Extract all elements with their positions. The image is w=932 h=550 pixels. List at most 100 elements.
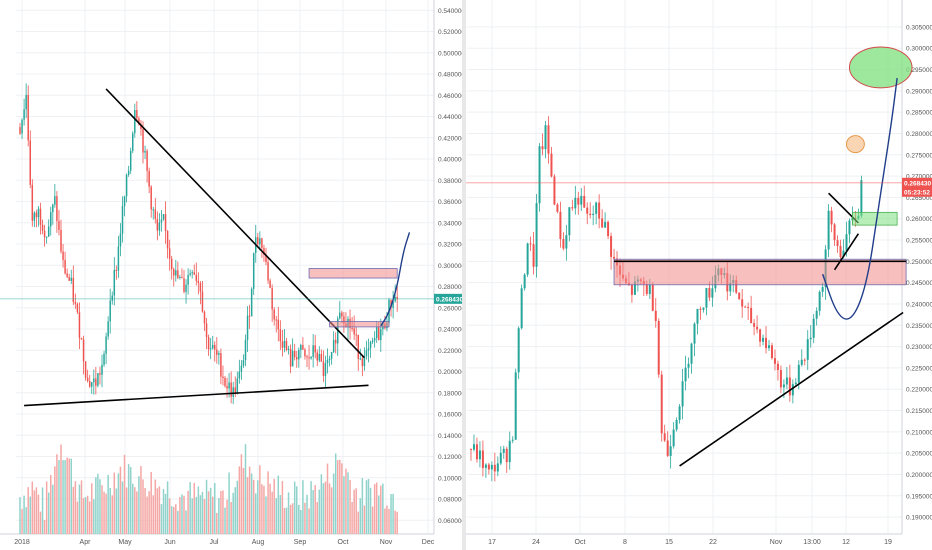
current-price-label: 0.268430 [436, 296, 462, 303]
trendline [24, 384, 369, 407]
y-tick-label: 0.235000 [906, 323, 932, 330]
trendline [833, 233, 860, 271]
candle-body [56, 196, 58, 222]
candle-body [185, 284, 187, 292]
volume-bar [199, 495, 202, 534]
volume-bar [373, 484, 376, 534]
candle-body [365, 350, 368, 357]
x-tick-label: 12 [842, 539, 850, 546]
candle-body [842, 250, 845, 258]
volume-bar [345, 468, 347, 534]
volume-bar [154, 479, 157, 534]
candle-body [113, 269, 116, 296]
volume-bar [355, 488, 357, 534]
candle-body [203, 311, 206, 324]
candle-body [833, 224, 836, 241]
volume-bar [257, 480, 259, 534]
candle-body [66, 273, 68, 277]
candle-body [363, 356, 366, 367]
volume-bar [162, 488, 165, 534]
candle-body [189, 273, 191, 275]
volume-bar [84, 497, 87, 534]
candle-body [390, 299, 392, 308]
volume-bar [185, 510, 187, 534]
candle-body [672, 429, 675, 447]
candle-body [371, 340, 374, 342]
candle-body [78, 312, 81, 338]
volume-bar [152, 495, 154, 534]
candle-body [154, 209, 157, 219]
candle-body [776, 363, 779, 371]
candle-body [571, 207, 574, 209]
x-tick-label: Jul [210, 539, 219, 546]
candle-body [633, 281, 636, 295]
volume-bar [283, 508, 286, 534]
x-tick-label: 13:00 [803, 539, 821, 546]
panel-divider[interactable] [462, 0, 466, 550]
candle-body [127, 170, 130, 175]
volume-bar [314, 485, 316, 534]
candle-body [592, 213, 595, 216]
volume-bar [95, 477, 97, 534]
candle-body [392, 301, 394, 308]
candle-body [821, 287, 824, 292]
candle-body [224, 377, 226, 386]
volume-bar [195, 496, 198, 534]
candle-body [690, 343, 693, 364]
candle-body [770, 345, 773, 359]
target-circle-orange [845, 135, 865, 154]
volume-bar [261, 484, 263, 534]
candle-body [84, 361, 87, 378]
y-tick-label: 0.200000 [906, 472, 932, 479]
volume-bar [310, 481, 312, 534]
candle-body [785, 377, 788, 385]
y-tick-label: 0.240000 [906, 301, 932, 308]
volume-bar [68, 458, 70, 534]
volume-bar [234, 487, 236, 534]
volume-bar [140, 466, 142, 534]
candle-body [806, 339, 809, 360]
volume-bar [144, 487, 146, 534]
candle-body [648, 284, 651, 294]
volume-bar [248, 466, 251, 534]
volume-bar [369, 487, 372, 534]
volume-bar [74, 481, 77, 534]
y-tick-label: 0.300000 [438, 263, 462, 270]
candle-body [595, 202, 598, 214]
candle-body [502, 448, 505, 453]
candle-body [175, 270, 177, 276]
candle-body [481, 450, 484, 468]
candle-body [33, 212, 36, 221]
candle-body [105, 336, 107, 354]
volume-bar [255, 493, 257, 534]
candle-body [304, 349, 306, 357]
right-candlestick-chart[interactable]: 0.305000 0.300000 0.295000 0.290000 0.285000… [466, 0, 932, 550]
candle-body [170, 258, 173, 270]
candle-body [601, 218, 604, 228]
candle-body [818, 291, 821, 311]
volume-bar [45, 481, 48, 534]
candle-body [150, 186, 152, 210]
candle-body [31, 184, 34, 221]
candle-body [261, 238, 263, 249]
candle-body [815, 310, 818, 319]
candle-body [328, 358, 331, 360]
candle-body [702, 307, 705, 310]
trendline [105, 88, 365, 359]
volume-bar [380, 485, 382, 534]
volume-bar [273, 478, 275, 534]
y-tick-label: 0.230000 [906, 344, 932, 351]
y-tick-label: 0.200000 [438, 369, 462, 376]
candle-body [162, 214, 165, 220]
candle-body [779, 370, 782, 388]
volume-bar [293, 481, 296, 534]
volume-bar [43, 520, 46, 534]
volume-bar [109, 487, 111, 534]
volume-bar [189, 482, 191, 534]
volume-bar [316, 502, 318, 534]
